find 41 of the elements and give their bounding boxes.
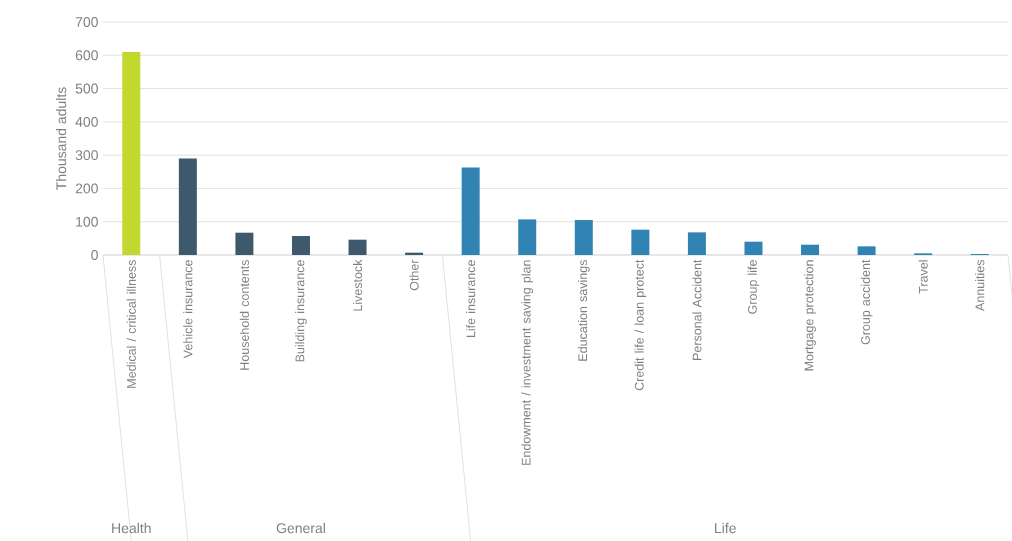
- x-tick-label: Mortgage protection: [804, 260, 816, 371]
- x-tick-label: Education savings: [577, 260, 590, 361]
- x-tick-label: Vehicle insurance: [183, 260, 193, 359]
- x-tick-label: Travel: [918, 260, 928, 294]
- x-tick-label: Group accident: [860, 259, 873, 345]
- bar: [857, 246, 876, 255]
- bar: [744, 241, 763, 255]
- x-tick-label: Medical / critical illness: [126, 260, 136, 388]
- text: Health: [112, 522, 151, 534]
- x-tick-label: Credit life / loan protect: [634, 259, 647, 391]
- y-tick-label: 700: [75, 17, 98, 27]
- x-tick-label: Group life: [747, 260, 760, 314]
- bar: [518, 219, 537, 255]
- bar: [801, 244, 820, 255]
- x-tick-label: Annuities: [975, 259, 985, 311]
- y-tick-label: 600: [75, 50, 98, 61]
- y-tick-label: 0: [91, 250, 98, 260]
- bar: [461, 167, 480, 255]
- x-tick-label: Life insurance: [466, 260, 476, 338]
- bar: [122, 51, 141, 255]
- bar: [631, 229, 650, 255]
- x-tick-label: Livestock: [352, 259, 363, 311]
- bar: [574, 220, 593, 255]
- y-tick-label: 200: [75, 183, 98, 194]
- x-tick-label: Building insurance: [295, 260, 307, 362]
- x-tick-label: Household contents: [239, 260, 249, 370]
- y-tick-label: 400: [75, 116, 98, 127]
- bar: [235, 232, 254, 255]
- x-tick-label: Endowment / investment saving plan: [521, 260, 534, 465]
- text: Life: [715, 522, 736, 534]
- x-tick-label: Other: [409, 259, 419, 291]
- y-axis-title: Thousand adults: [55, 87, 67, 190]
- x-tick-label: Personal Accident: [692, 259, 702, 360]
- text: General: [276, 522, 325, 534]
- y-tick-label: 100: [76, 216, 98, 227]
- bar: [178, 158, 197, 255]
- y-tick-label: 300: [75, 150, 98, 161]
- bar: [687, 232, 706, 255]
- bar: [348, 239, 367, 255]
- bar: [291, 236, 310, 255]
- y-tick-label: 500: [75, 83, 98, 94]
